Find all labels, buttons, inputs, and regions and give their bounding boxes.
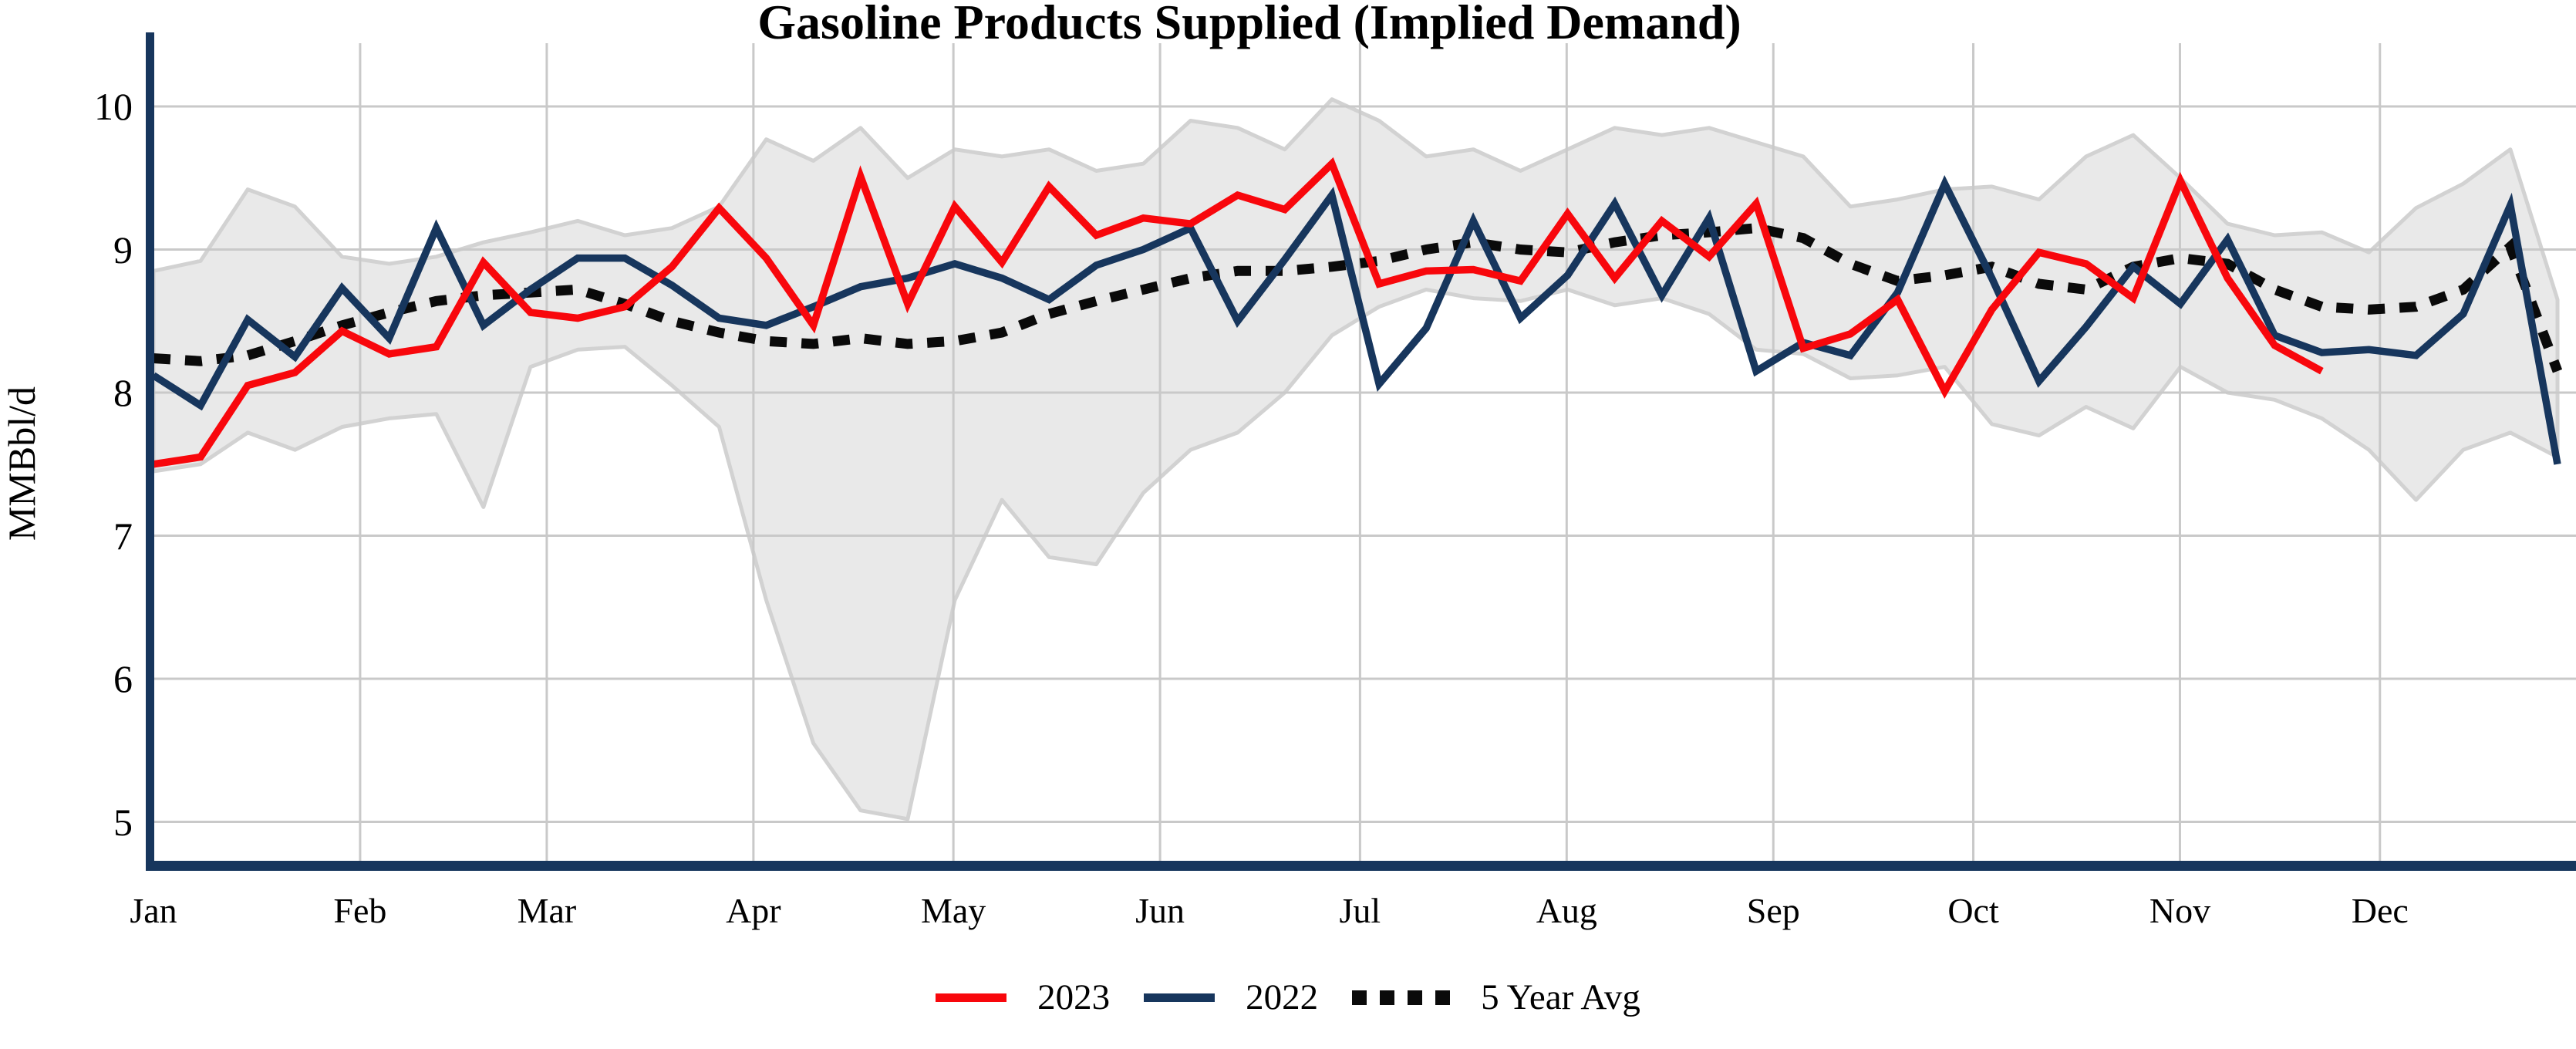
x-tick-label: Dec	[2351, 891, 2409, 930]
y-tick-label: 8	[113, 371, 133, 414]
legend-item-2023: 2023	[936, 976, 1110, 1018]
y-axis-title: MMBbl/d	[0, 386, 43, 541]
x-tick-label: Jul	[1339, 891, 1381, 930]
x-tick-label: Oct	[1947, 891, 1999, 930]
x-tick-label: Aug	[1536, 891, 1597, 930]
y-tick-label: 5	[113, 800, 133, 844]
legend-item-2022: 2022	[1144, 976, 1318, 1018]
legend-label-2022: 2022	[1246, 977, 1319, 1017]
line-2022	[151, 174, 2561, 465]
x-tick-label: Jan	[130, 891, 177, 930]
y-tick-label: 7	[113, 514, 133, 558]
legend-label-5yr-avg: 5 Year Avg	[1481, 977, 1640, 1017]
y-tick-label: 6	[113, 657, 133, 700]
x-tick-label: Sep	[1746, 891, 1800, 930]
x-tick-label: Jun	[1135, 891, 1185, 930]
line-2023	[153, 157, 2324, 468]
gridlines	[154, 43, 2576, 865]
x-tick-label: May	[920, 891, 986, 930]
y-tick-label: 10	[94, 85, 133, 128]
legend-2023-line-swatch	[936, 993, 1007, 1002]
x-axis-spine	[146, 861, 2576, 871]
x-tick-label: Apr	[726, 891, 781, 930]
y-tick-label: 9	[113, 228, 133, 272]
legend-5yr-avg-dotted-swatch	[1352, 990, 1451, 1005]
x-tick-label: Feb	[333, 891, 387, 930]
x-tick-label: Nov	[2149, 891, 2211, 930]
legend-label-2023: 2023	[1037, 977, 1111, 1017]
legend-2022-line-swatch	[1144, 993, 1216, 1002]
y-axis-spine	[146, 32, 154, 871]
chart-title: Gasoline Products Supplied (Implied Dema…	[757, 0, 1741, 49]
x-tick-label: Mar	[517, 891, 577, 930]
legend: 2023 2022 5 Year Avg	[0, 976, 2576, 1018]
legend-item-5yr-avg: 5 Year Avg	[1352, 976, 1640, 1018]
